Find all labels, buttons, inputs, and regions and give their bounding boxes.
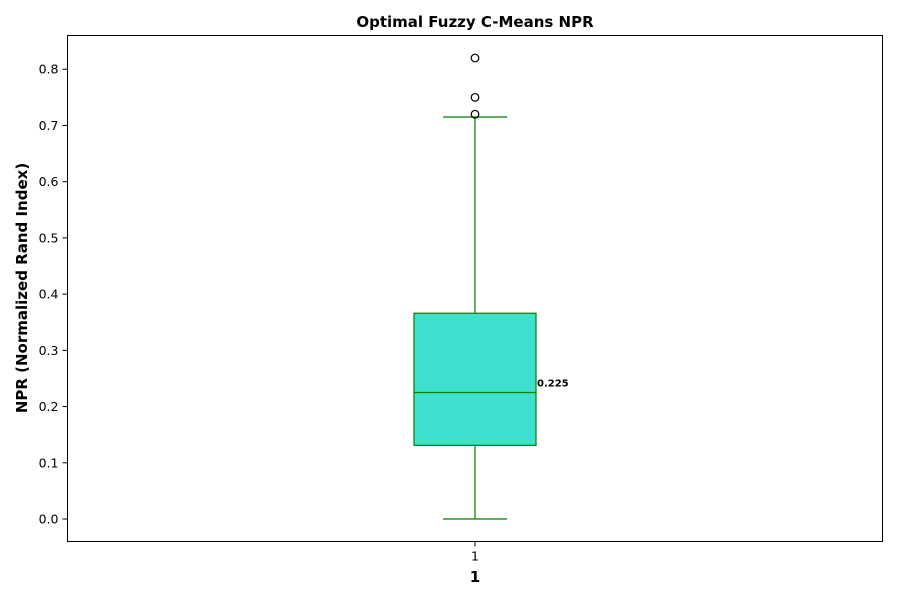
box-iqr <box>413 312 537 446</box>
y-tick-label: 0.2 <box>39 399 59 414</box>
y-tick-label: 0.7 <box>39 118 59 133</box>
outlier-point <box>470 109 480 119</box>
y-tick-label: 0.3 <box>39 343 59 358</box>
x-axis-label: 1 <box>470 568 480 586</box>
y-tick-label: 0.6 <box>39 174 59 189</box>
outlier-point <box>470 53 480 63</box>
x-tick-label: 1 <box>471 549 479 564</box>
y-tick-label: 0.0 <box>39 512 59 527</box>
y-tick-label: 0.8 <box>39 62 59 77</box>
outlier-point <box>470 92 480 102</box>
median-label: 0.225 <box>537 379 569 390</box>
y-tick-label: 0.5 <box>39 230 59 245</box>
y-axis-label: NPR (Normalized Rand Index) <box>13 163 31 413</box>
y-tick-label: 0.1 <box>39 455 59 470</box>
chart-title: Optimal Fuzzy C-Means NPR <box>356 13 594 31</box>
y-tick-label: 0.4 <box>39 287 59 302</box>
